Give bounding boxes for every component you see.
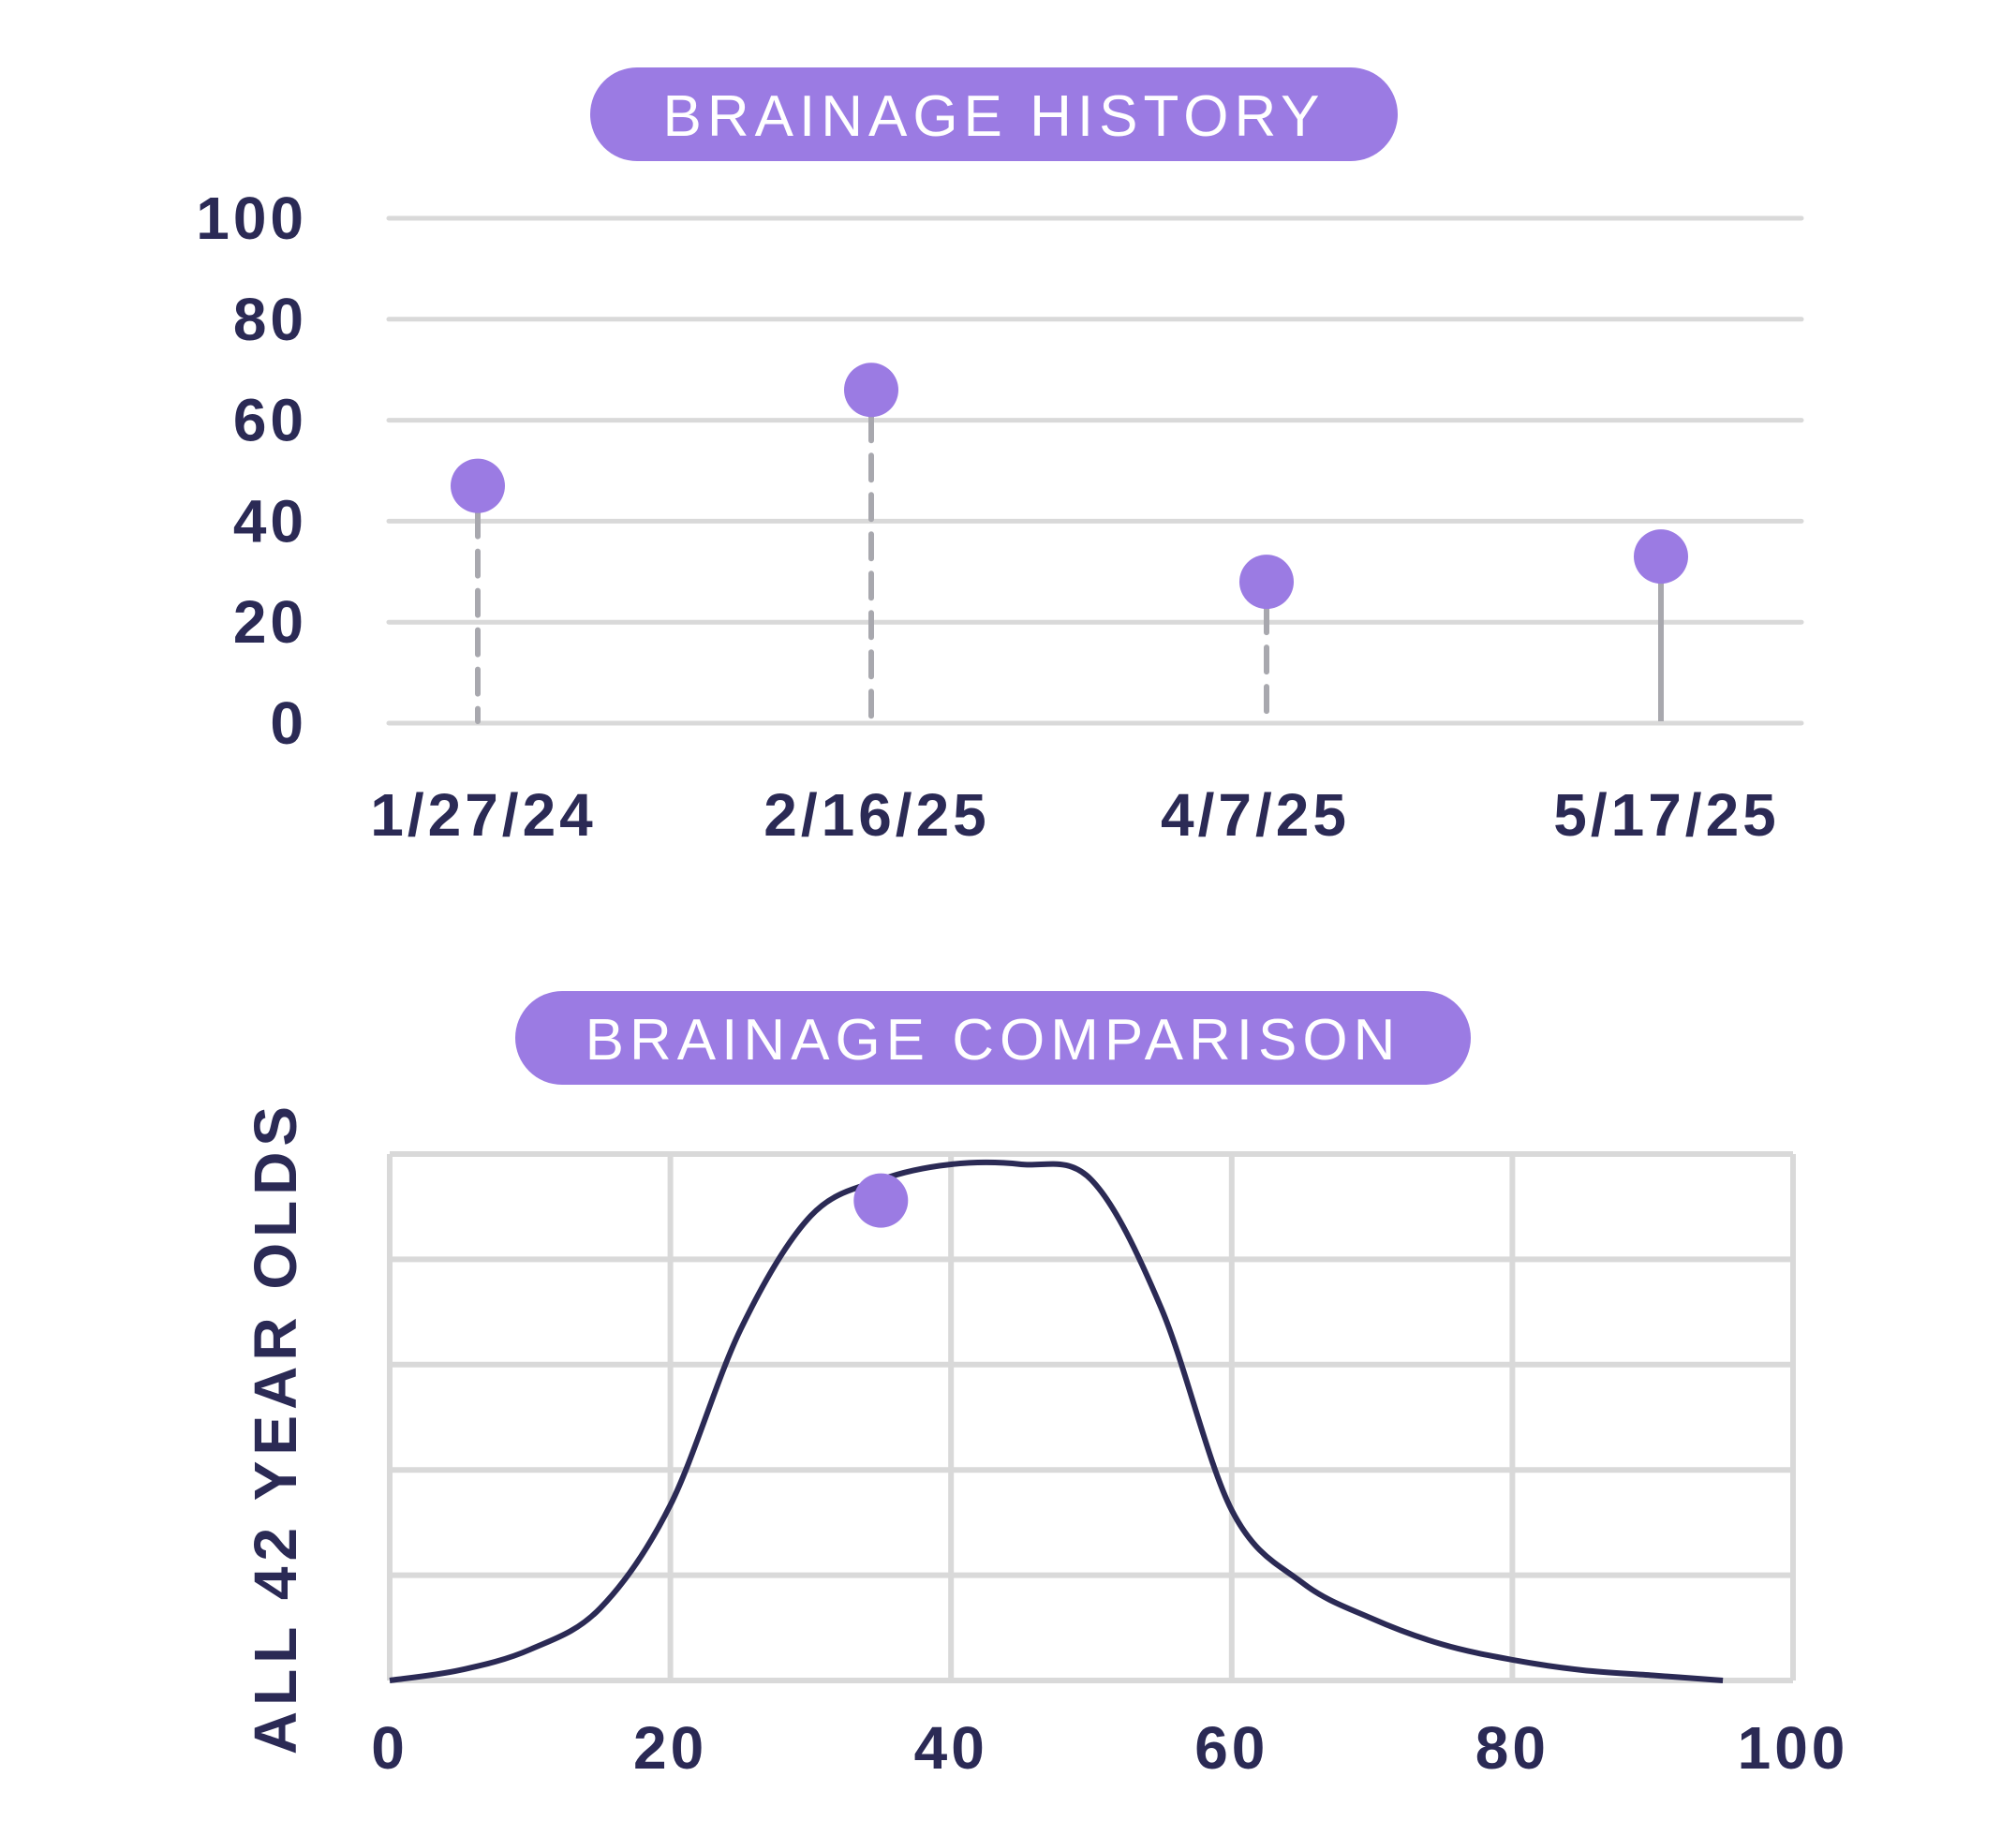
- data-point: [451, 458, 505, 513]
- comparison-title-pill: [515, 991, 1471, 1085]
- distribution-curve: [389, 1159, 1724, 1683]
- x-tick-label: 40: [914, 1714, 988, 1782]
- history-title: BRAINAGE HISTORY: [663, 84, 1326, 149]
- comparison-chart: BRAINAGE COMPARISON 0 20 40 60 80 100 ALL 42 …: [242, 991, 1849, 1782]
- comparison-x-tick-labels: 0 20 40 60 80 100: [371, 1714, 1849, 1782]
- history-points: [451, 363, 1688, 610]
- x-tick-label: 0: [371, 1714, 408, 1782]
- x-tick-label: 5/17/25: [1553, 781, 1780, 849]
- x-tick-label: 1/27/24: [370, 781, 597, 849]
- comparison-title: BRAINAGE COMPARISON: [586, 1008, 1401, 1073]
- y-tick-label: 40: [233, 487, 307, 555]
- history-y-tick-labels: 100 80 60 40 20 0: [196, 185, 307, 757]
- x-tick-label: 100: [1738, 1714, 1849, 1782]
- history-x-tick-labels: 1/27/24 2/16/25 4/7/25 5/17/25: [370, 781, 1780, 849]
- history-title-pill: [590, 67, 1398, 161]
- comparison-y-axis-label: ALL 42 YEAR OLDS: [242, 1101, 309, 1754]
- y-tick-label: 20: [233, 588, 307, 656]
- x-tick-label: 20: [633, 1714, 707, 1782]
- history-gridlines: [386, 215, 1804, 726]
- x-tick-label: 80: [1475, 1714, 1549, 1782]
- y-tick-label: 80: [233, 286, 307, 353]
- y-tick-label: 100: [196, 185, 307, 252]
- history-stems: [475, 413, 1664, 724]
- x-tick-label: 60: [1194, 1714, 1268, 1782]
- data-point: [1634, 529, 1688, 585]
- y-tick-label: 0: [270, 689, 307, 757]
- brainage-marker: [853, 1173, 909, 1228]
- x-tick-label: 2/16/25: [763, 781, 990, 849]
- y-tick-label: 60: [233, 387, 307, 454]
- comparison-grid: [387, 1151, 1796, 1683]
- history-chart: BRAINAGE HISTORY 100 80 60 40 20 0 1/27/24 2/1…: [196, 67, 1804, 849]
- x-tick-label: 4/7/25: [1161, 781, 1350, 849]
- data-point: [1239, 555, 1294, 610]
- data-point: [844, 363, 898, 418]
